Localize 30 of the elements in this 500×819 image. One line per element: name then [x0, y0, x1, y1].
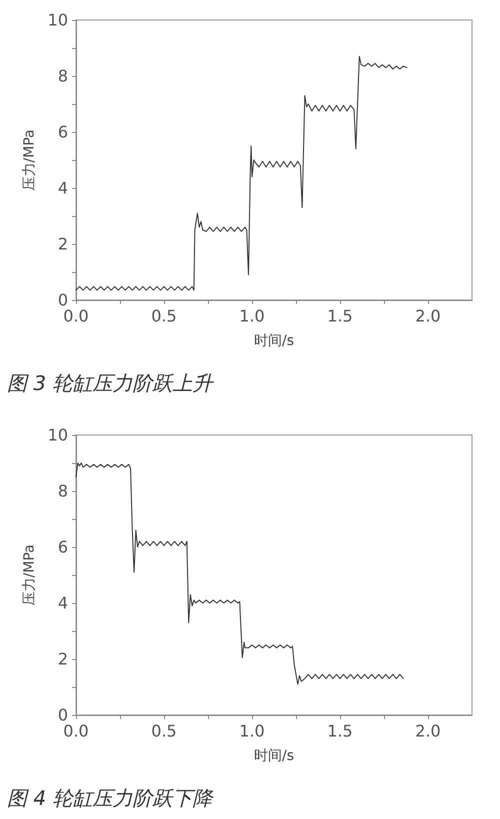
text: 图 4 轮缸压力阶跃下降: [7, 786, 214, 810]
x-tick-label: 0.5: [151, 306, 177, 326]
y-tick-label: 0: [58, 290, 68, 310]
y-tick-label: 6: [58, 538, 68, 556]
x-tick-label: 0.0: [63, 306, 89, 326]
x-tick-label: 1.5: [327, 306, 353, 326]
x-tick-label: 1.0: [239, 722, 265, 740]
y-tick-label: 10: [48, 10, 68, 30]
y-tick-label: 10: [48, 426, 68, 444]
y-axis-title: 压力/MPa: [22, 129, 38, 191]
x-tick-label: 1.0: [239, 306, 265, 326]
line-series: [76, 56, 408, 291]
x-tick-label: 2.0: [415, 306, 441, 326]
x-axis-title: 时间/s: [254, 333, 294, 349]
y-tick-label: 8: [58, 482, 68, 500]
x-tick-label: 2.0: [415, 722, 441, 740]
x-axis-title: 时间/s: [254, 748, 294, 764]
x-tick-label: 1.5: [327, 722, 353, 740]
y-tick-label: 6: [58, 122, 68, 142]
line-series: [76, 462, 404, 685]
y-tick-label: 2: [58, 234, 68, 254]
y-tick-label: 8: [58, 66, 68, 86]
y-tick-label: 4: [58, 178, 68, 198]
y-axis-title: 压力/MPa: [22, 544, 38, 606]
y-tick-label: 0: [58, 706, 68, 724]
x-tick-label: 0.0: [63, 722, 89, 740]
text: 图 3 轮缸压力阶跃上升: [7, 371, 214, 395]
y-tick-label: 4: [58, 594, 68, 612]
x-tick-label: 0.5: [151, 722, 177, 740]
y-tick-label: 2: [58, 650, 68, 668]
